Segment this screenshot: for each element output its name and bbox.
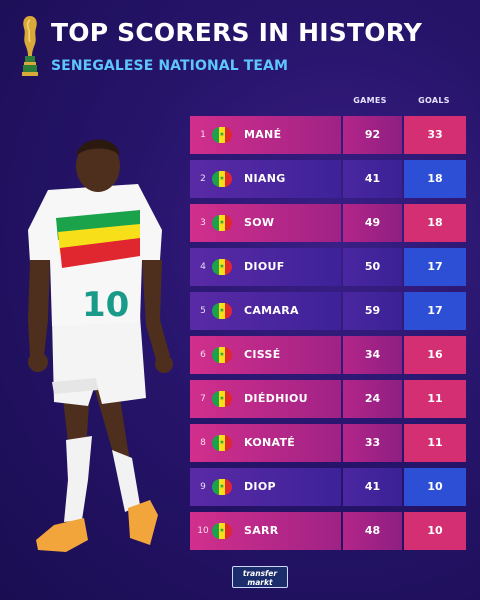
rank: 2 bbox=[200, 174, 206, 184]
goals-cell: 33 bbox=[404, 116, 466, 154]
player-cell: 3 ★ SOW bbox=[190, 204, 341, 242]
games-cell: 41 bbox=[343, 468, 402, 506]
goals-cell: 10 bbox=[404, 512, 466, 550]
senegal-flag-icon: ★ bbox=[212, 127, 232, 143]
header: TOP SCORERS IN HISTORY SENEGALESE NATION… bbox=[0, 0, 480, 90]
player-cell: 6 ★ CISSÉ bbox=[190, 336, 341, 374]
rank: 3 bbox=[200, 218, 206, 228]
player-name: DIÉDHIOU bbox=[244, 392, 308, 405]
goals-cell: 18 bbox=[404, 160, 466, 198]
goals-cell: 18 bbox=[404, 204, 466, 242]
table-row: 7 ★ DIÉDHIOU 24 11 bbox=[190, 380, 466, 418]
player-name: SOW bbox=[244, 216, 275, 229]
player-cell: 9 ★ DIOP bbox=[190, 468, 341, 506]
world-cup-trophy-icon bbox=[22, 16, 38, 76]
goals-cell: 11 bbox=[404, 424, 466, 462]
player-cell: 7 ★ DIÉDHIOU bbox=[190, 380, 341, 418]
games-cell: 49 bbox=[343, 204, 402, 242]
table-row: 10 ★ SARR 48 10 bbox=[190, 512, 466, 550]
player-photo: 10 bbox=[28, 139, 173, 552]
player-cell: 10 ★ SARR bbox=[190, 512, 341, 550]
column-header-games: GAMES bbox=[353, 96, 387, 105]
logo-line-2: markt bbox=[247, 578, 273, 587]
player-name: NIANG bbox=[244, 172, 286, 185]
rank: 1 bbox=[200, 130, 206, 140]
games-cell: 48 bbox=[343, 512, 402, 550]
games-cell: 34 bbox=[343, 336, 402, 374]
table-row: 4 ★ DIOUF 50 17 bbox=[190, 248, 466, 286]
rank: 7 bbox=[200, 394, 206, 404]
player-name: CISSÉ bbox=[244, 348, 281, 361]
goals-cell: 10 bbox=[404, 468, 466, 506]
transfermarkt-logo: transfer markt bbox=[232, 566, 288, 588]
senegal-flag-icon: ★ bbox=[212, 391, 232, 407]
games-cell: 50 bbox=[343, 248, 402, 286]
rank: 10 bbox=[197, 526, 209, 536]
player-name: MANÉ bbox=[244, 128, 282, 141]
goals-cell: 17 bbox=[404, 248, 466, 286]
player-name: DIOP bbox=[244, 480, 276, 493]
senegal-flag-icon: ★ bbox=[212, 435, 232, 451]
player-cell: 2 ★ NIANG bbox=[190, 160, 341, 198]
jersey-number: 10 bbox=[82, 285, 129, 325]
senegal-flag-icon: ★ bbox=[212, 171, 232, 187]
goals-cell: 16 bbox=[404, 336, 466, 374]
games-cell: 92 bbox=[343, 116, 402, 154]
games-cell: 24 bbox=[343, 380, 402, 418]
rank: 9 bbox=[200, 482, 206, 492]
player-name: SARR bbox=[244, 524, 279, 537]
games-cell: 33 bbox=[343, 424, 402, 462]
player-cell: 5 ★ CAMARA bbox=[190, 292, 341, 330]
player-cell: 4 ★ DIOUF bbox=[190, 248, 341, 286]
table-row: 5 ★ CAMARA 59 17 bbox=[190, 292, 466, 330]
senegal-flag-icon: ★ bbox=[212, 303, 232, 319]
player-name: CAMARA bbox=[244, 304, 299, 317]
senegal-flag-icon: ★ bbox=[212, 215, 232, 231]
rank: 8 bbox=[200, 438, 206, 448]
column-header-goals: GOALS bbox=[418, 96, 450, 105]
player-cell: 1 ★ MANÉ bbox=[190, 116, 341, 154]
games-cell: 41 bbox=[343, 160, 402, 198]
table-row: 2 ★ NIANG 41 18 bbox=[190, 160, 466, 198]
goals-cell: 17 bbox=[404, 292, 466, 330]
rank: 4 bbox=[200, 262, 206, 272]
table-row: 8 ★ KONATÉ 33 11 bbox=[190, 424, 466, 462]
rank: 6 bbox=[200, 350, 206, 360]
senegal-flag-icon: ★ bbox=[212, 479, 232, 495]
senegal-flag-icon: ★ bbox=[212, 523, 232, 539]
page-title: TOP SCORERS IN HISTORY bbox=[51, 18, 423, 47]
rank: 5 bbox=[200, 306, 206, 316]
table-row: 6 ★ CISSÉ 34 16 bbox=[190, 336, 466, 374]
table-row: 3 ★ SOW 49 18 bbox=[190, 204, 466, 242]
player-name: KONATÉ bbox=[244, 436, 296, 449]
player-name: DIOUF bbox=[244, 260, 285, 273]
page-subtitle: SENEGALESE NATIONAL TEAM bbox=[51, 58, 289, 74]
logo-line-1: transfer bbox=[242, 569, 278, 578]
senegal-flag-icon: ★ bbox=[212, 347, 232, 363]
senegal-flag-icon: ★ bbox=[212, 259, 232, 275]
table-row: 9 ★ DIOP 41 10 bbox=[190, 468, 466, 506]
games-cell: 59 bbox=[343, 292, 402, 330]
player-cell: 8 ★ KONATÉ bbox=[190, 424, 341, 462]
table-row: 1 ★ MANÉ 92 33 bbox=[190, 116, 466, 154]
goals-cell: 11 bbox=[404, 380, 466, 418]
